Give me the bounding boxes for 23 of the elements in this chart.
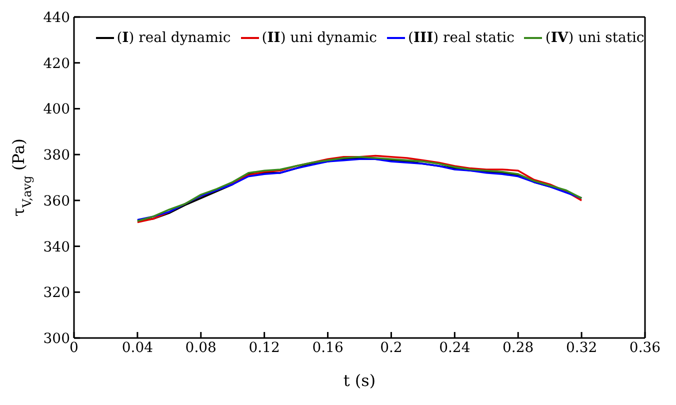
legend-label: (I) real dynamic	[116, 30, 231, 46]
x-tick-label: 0.32	[566, 340, 598, 356]
legend-label: (III) real static	[408, 30, 514, 46]
y-tick-label: 340	[43, 239, 70, 256]
y-tick-label: 380	[43, 148, 70, 164]
y-tick-label: 420	[43, 56, 70, 72]
x-axis-title: t (s)	[343, 371, 376, 390]
x-tick-label: 0	[70, 340, 78, 356]
x-tick-label: 0.08	[185, 340, 216, 356]
legend-label: (II) uni dynamic	[262, 30, 378, 46]
x-tick-label: 0.12	[248, 340, 280, 356]
y-tick-label: 300	[43, 330, 70, 347]
legend-label: (IV) uni static	[545, 30, 644, 46]
y-tick-label: 440	[43, 10, 70, 26]
x-tick-label: 0.16	[312, 340, 344, 356]
x-tick-label: 0.2	[380, 340, 402, 356]
x-tick-label: 0.28	[502, 340, 534, 356]
x-tick-label: 0.36	[629, 340, 661, 356]
y-tick-label: 360	[43, 193, 70, 210]
x-tick-label: 0.04	[122, 340, 154, 356]
y-tick-label: 400	[43, 102, 70, 118]
y-tick-label: 320	[43, 285, 70, 302]
x-tick-label: 0.24	[439, 340, 470, 356]
